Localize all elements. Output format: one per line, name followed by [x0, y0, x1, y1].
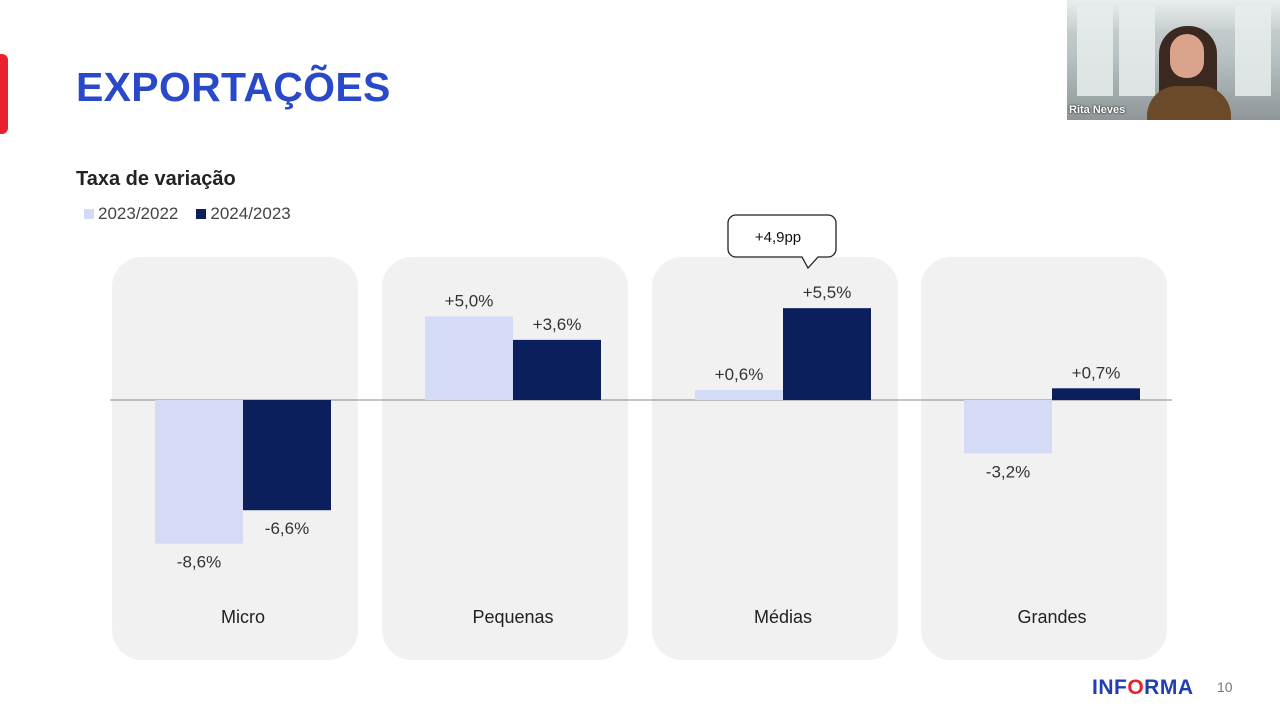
webcam-window [1119, 6, 1155, 96]
legend-label-2023: 2023/2022 [98, 204, 179, 223]
bar-2023-2022 [425, 316, 513, 400]
bar-2024-2023 [243, 400, 331, 511]
slide-title: EXPORTAÇÕES [76, 64, 391, 110]
data-label: -8,6% [177, 553, 221, 572]
category-label: Pequenas [472, 607, 553, 627]
webcam-tile[interactable]: Rita Neves [1067, 0, 1280, 120]
category-panel [921, 257, 1167, 660]
bar-2023-2022 [695, 389, 783, 400]
webcam-window [1235, 6, 1271, 96]
legend-swatch-2024 [196, 209, 207, 219]
data-label: +3,6% [533, 315, 582, 334]
logo-text-a: INF [1092, 676, 1128, 699]
page-number: 10 [1217, 679, 1233, 695]
data-label: +5,0% [445, 292, 494, 311]
bar-2024-2023 [513, 339, 601, 400]
red-accent-tab [0, 54, 8, 134]
bar-2023-2022 [964, 400, 1052, 454]
webcam-window [1077, 6, 1113, 96]
category-label: Médias [754, 607, 812, 627]
webcam-person-face [1170, 34, 1204, 78]
bar-2023-2022 [155, 400, 243, 544]
annotation-label: +4,9pp [755, 229, 801, 246]
bar-2024-2023 [783, 308, 871, 400]
webcam-person-body [1147, 86, 1231, 120]
legend-item-2023: 2023/2022 [84, 204, 178, 224]
legend-label-2024: 2024/2023 [210, 204, 291, 223]
annotation-callout [727, 214, 837, 270]
category-label: Micro [221, 607, 265, 627]
chart-legend: 2023/2022 2024/2023 [84, 204, 291, 224]
chart-title: Taxa de variação [76, 168, 236, 190]
data-label: +0,7% [1072, 363, 1121, 382]
legend-item-2024: 2024/2023 [196, 204, 291, 224]
data-label: -3,2% [986, 462, 1030, 481]
informa-logo: INFORMA [1092, 676, 1194, 700]
category-label: Grandes [1017, 607, 1086, 627]
participant-name: Rita Neves [1069, 104, 1126, 116]
data-label: +0,6% [715, 365, 764, 384]
logo-text-c: RMA [1144, 676, 1194, 699]
bar-2024-2023 [1052, 388, 1140, 400]
logo-text-b: O [1127, 676, 1145, 699]
legend-swatch-2023 [84, 209, 94, 219]
data-label: +5,5% [803, 283, 852, 302]
data-label: -6,6% [265, 519, 309, 538]
